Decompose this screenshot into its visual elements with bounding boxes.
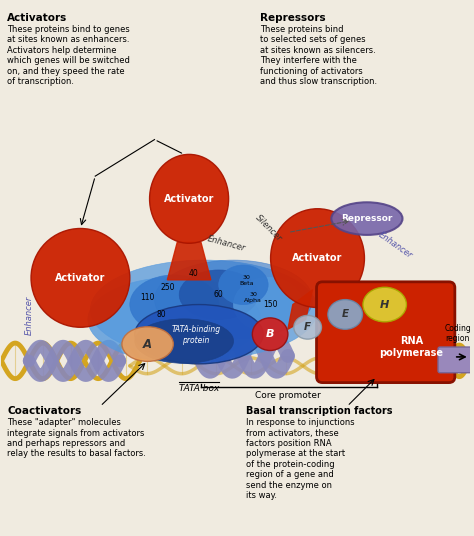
Text: Coactivators: Coactivators (7, 406, 82, 416)
Text: 40: 40 (188, 270, 198, 278)
Text: Enhancer: Enhancer (25, 296, 34, 335)
Text: These "adapter" molecules
integrate signals from activators
and perhaps represso: These "adapter" molecules integrate sign… (7, 418, 146, 458)
Text: Activator: Activator (55, 273, 106, 283)
Polygon shape (167, 242, 211, 280)
Text: 30
Alpha: 30 Alpha (245, 292, 262, 303)
Ellipse shape (179, 270, 258, 319)
Text: 30
Beta: 30 Beta (239, 276, 254, 286)
Text: Core promoter: Core promoter (255, 391, 321, 399)
Ellipse shape (135, 319, 234, 363)
Text: Enhancer: Enhancer (377, 230, 414, 260)
Text: These proteins bind to genes
at sites known as enhancers.
Activators help determ: These proteins bind to genes at sites kn… (7, 25, 130, 86)
Text: H: H (380, 300, 389, 310)
Polygon shape (288, 290, 312, 329)
Ellipse shape (155, 260, 312, 339)
Text: Silencer: Silencer (253, 213, 283, 243)
Text: TATA box: TATA box (179, 384, 219, 392)
Ellipse shape (150, 154, 228, 243)
Text: Activators: Activators (7, 13, 68, 23)
Ellipse shape (271, 209, 365, 308)
Text: Basal transcription factors: Basal transcription factors (246, 406, 393, 416)
Ellipse shape (328, 300, 363, 329)
Ellipse shape (122, 327, 173, 361)
Text: 60: 60 (214, 290, 224, 299)
Ellipse shape (88, 278, 261, 361)
Ellipse shape (363, 287, 406, 322)
FancyBboxPatch shape (317, 282, 455, 383)
Text: B: B (266, 329, 274, 339)
Text: F: F (304, 322, 311, 332)
Text: Repressor: Repressor (341, 214, 392, 223)
Text: RNA
polymerase: RNA polymerase (379, 336, 443, 358)
Text: Enhancer: Enhancer (206, 234, 246, 253)
Ellipse shape (31, 228, 130, 327)
Ellipse shape (252, 318, 288, 351)
FancyBboxPatch shape (438, 347, 472, 373)
Ellipse shape (219, 265, 268, 304)
Text: 250: 250 (160, 283, 174, 292)
Text: Repressors: Repressors (260, 13, 326, 23)
Ellipse shape (91, 260, 318, 359)
Text: Activator: Activator (292, 253, 343, 263)
Text: Coding
region: Coding region (445, 324, 471, 343)
Ellipse shape (130, 275, 219, 334)
Ellipse shape (234, 278, 303, 332)
Text: Activator: Activator (164, 194, 214, 204)
Ellipse shape (331, 202, 402, 235)
Text: E: E (342, 309, 349, 319)
Text: 150: 150 (263, 300, 277, 309)
Text: These proteins bind
to selected sets of genes
at sites known as silencers.
They : These proteins bind to selected sets of … (260, 25, 377, 86)
Text: 80: 80 (156, 310, 166, 319)
Text: In response to injunctions
from activators, these
factors position RNA
polymeras: In response to injunctions from activato… (246, 418, 355, 500)
Text: A: A (143, 338, 152, 351)
Text: TATA-binding
protein: TATA-binding protein (172, 325, 220, 345)
Ellipse shape (135, 304, 263, 364)
Ellipse shape (294, 315, 321, 339)
Text: 110: 110 (140, 293, 155, 302)
